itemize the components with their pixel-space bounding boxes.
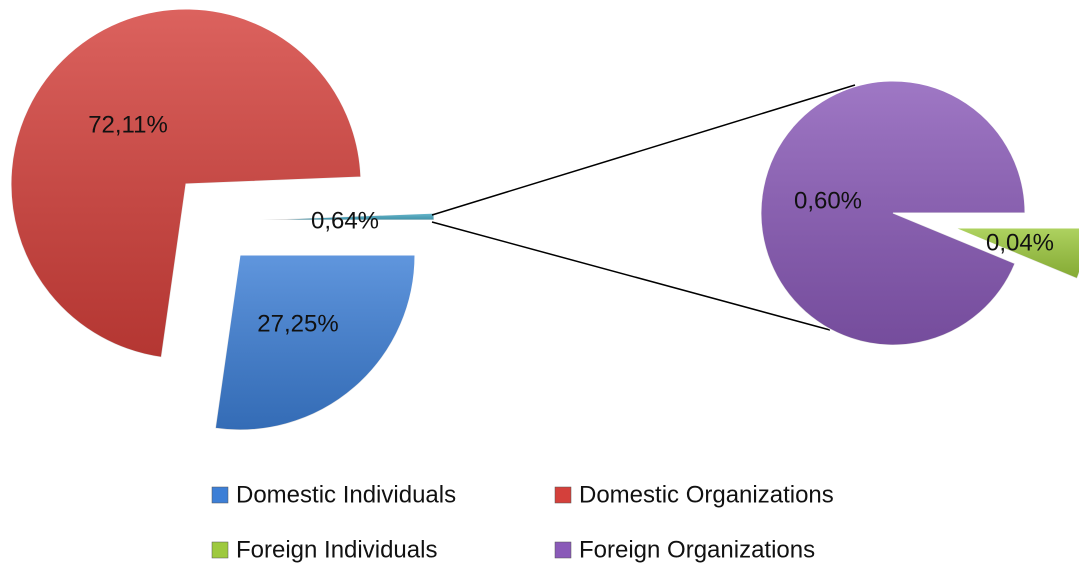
connector-line (431, 84, 856, 216)
legend-label: Domestic Organizations (579, 481, 834, 508)
connector-line (431, 221, 831, 331)
legend-swatch (211, 486, 229, 504)
data-label: 72,11% (88, 111, 168, 138)
data-label: 27,25% (257, 310, 338, 337)
data-label: 0,04% (986, 229, 1054, 256)
legend-label: Domestic Individuals (236, 481, 456, 508)
legend-swatch (211, 541, 229, 559)
slice-shade (761, 80, 1026, 345)
data-label: 0,64% (311, 207, 379, 234)
slice-shade (955, 228, 1079, 279)
data-label: 0,60% (794, 187, 862, 214)
slice-shade (11, 8, 361, 358)
slice-shade (262, 213, 434, 220)
legend-label: Foreign Individuals (236, 536, 437, 563)
slice-shade (215, 255, 415, 430)
legend-swatch (554, 541, 572, 559)
legend-swatch (554, 486, 572, 504)
legend-label: Foreign Organizations (579, 536, 815, 563)
